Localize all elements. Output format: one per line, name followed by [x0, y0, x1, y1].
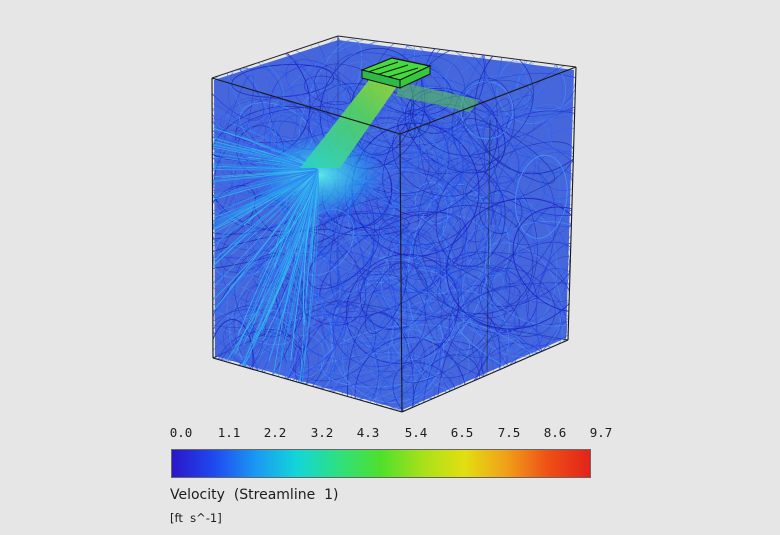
colorbar-tick-label: 4.3 — [356, 425, 380, 440]
colorbar-tick-label: 6.5 — [450, 425, 474, 440]
velocity-colorbar — [171, 449, 591, 478]
streamline-visualization — [211, 35, 577, 413]
colorbar-tick-label: 2.2 — [263, 425, 287, 440]
colorbar-tick-label: 0.0 — [169, 425, 193, 440]
legend-unit: [ft s^-1] — [170, 511, 222, 525]
legend-title: Velocity (Streamline 1) — [170, 487, 339, 503]
cube-front-edges — [211, 66, 577, 413]
colorbar-tick-label: 7.5 — [497, 425, 521, 440]
streamlines — [212, 36, 576, 412]
colorbar-tick-label: 9.7 — [589, 425, 613, 440]
colorbar-tick-label: 1.1 — [217, 425, 241, 440]
inlet-block — [360, 57, 432, 89]
colorbar-tick-label: 8.6 — [543, 425, 567, 440]
colorbar-tick-label: 5.4 — [404, 425, 428, 440]
colorbar-tick-label: 3.2 — [310, 425, 334, 440]
